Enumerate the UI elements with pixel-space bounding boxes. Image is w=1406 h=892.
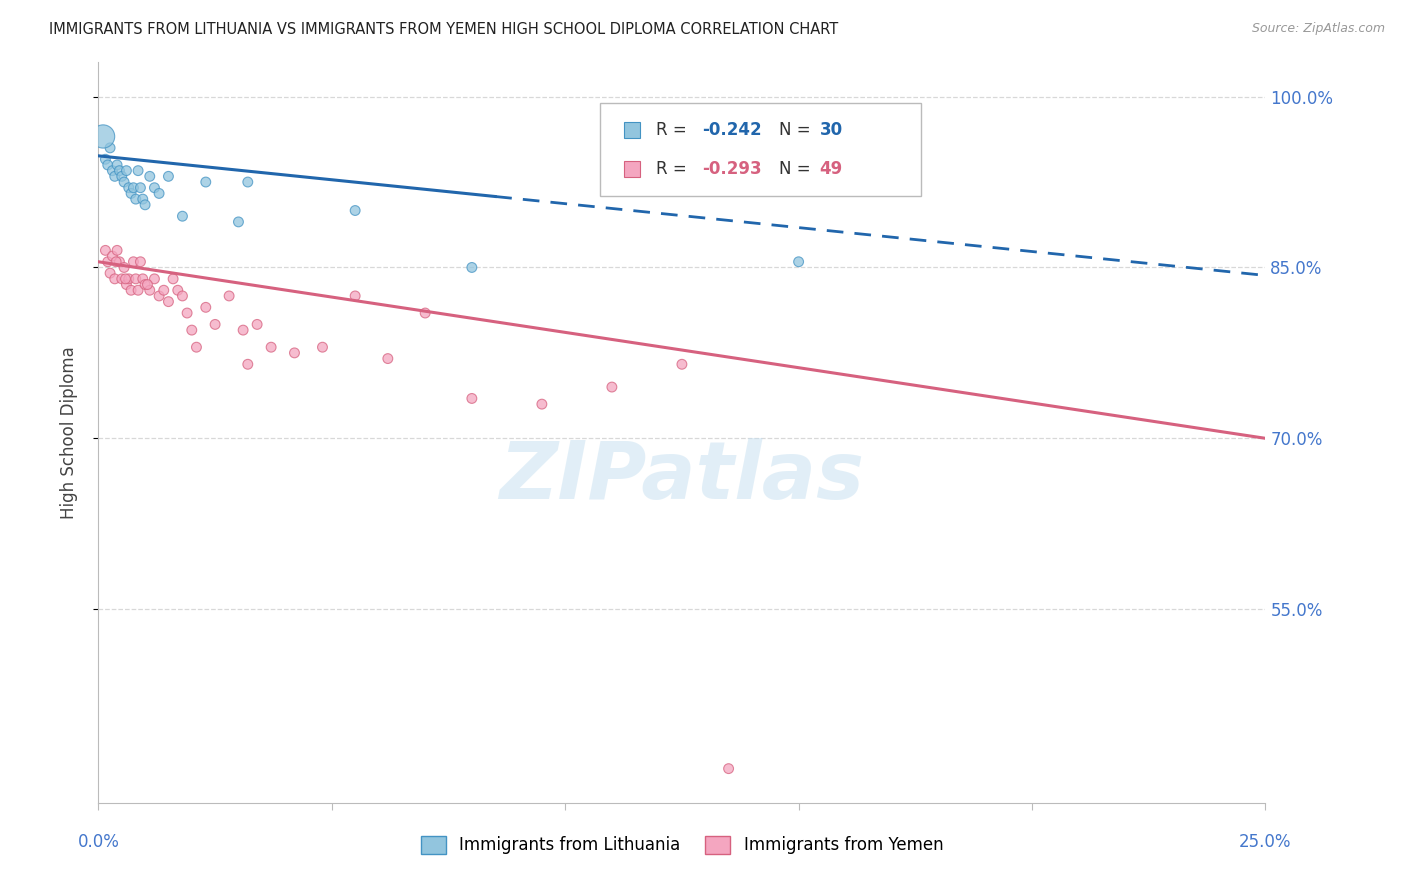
Point xyxy=(122,180,145,194)
Point xyxy=(115,163,138,178)
Point xyxy=(97,158,120,172)
Point xyxy=(717,762,740,776)
Legend: Immigrants from Lithuania, Immigrants from Yemen: Immigrants from Lithuania, Immigrants fr… xyxy=(413,829,950,861)
Point xyxy=(157,169,180,184)
Text: -0.293: -0.293 xyxy=(702,160,762,178)
Point xyxy=(98,266,121,280)
Point xyxy=(122,254,145,268)
Point xyxy=(311,340,333,354)
Point xyxy=(143,180,166,194)
Text: R =: R = xyxy=(657,120,692,139)
Point xyxy=(600,380,623,394)
Point xyxy=(115,277,138,292)
Point xyxy=(108,254,131,268)
Point xyxy=(112,260,135,275)
Point xyxy=(104,272,127,286)
FancyBboxPatch shape xyxy=(600,103,921,195)
Point xyxy=(112,175,135,189)
Point xyxy=(143,272,166,286)
Text: 30: 30 xyxy=(820,120,842,139)
Point xyxy=(157,294,180,309)
Point xyxy=(413,306,436,320)
Point xyxy=(461,260,484,275)
Text: -0.242: -0.242 xyxy=(702,120,762,139)
Text: 25.0%: 25.0% xyxy=(1239,833,1292,851)
Point xyxy=(530,397,553,411)
Point xyxy=(260,340,283,354)
Point xyxy=(172,209,194,223)
Point xyxy=(98,141,121,155)
Point xyxy=(228,215,250,229)
Point xyxy=(94,153,117,167)
Point xyxy=(787,254,810,268)
Point xyxy=(105,254,128,268)
Point xyxy=(176,306,198,320)
Point xyxy=(136,277,159,292)
Text: Source: ZipAtlas.com: Source: ZipAtlas.com xyxy=(1251,22,1385,36)
Point xyxy=(172,289,194,303)
Point xyxy=(129,180,152,194)
Point xyxy=(132,272,155,286)
Text: N =: N = xyxy=(779,120,815,139)
Point xyxy=(204,318,226,332)
Point xyxy=(377,351,399,366)
Text: 0.0%: 0.0% xyxy=(77,833,120,851)
Point xyxy=(344,203,367,218)
Point xyxy=(134,198,156,212)
Text: N =: N = xyxy=(779,160,815,178)
Point xyxy=(120,186,142,201)
Point xyxy=(180,323,202,337)
Point xyxy=(186,340,208,354)
Point xyxy=(104,169,127,184)
Point xyxy=(139,169,162,184)
Point xyxy=(114,272,136,286)
Point xyxy=(125,272,148,286)
Point xyxy=(148,186,170,201)
Point xyxy=(120,283,142,297)
Point xyxy=(91,129,114,144)
Point xyxy=(111,272,134,286)
Point xyxy=(148,289,170,303)
Point xyxy=(105,244,128,258)
Point xyxy=(134,277,156,292)
Point xyxy=(194,175,217,189)
Point xyxy=(461,392,484,406)
Text: R =: R = xyxy=(657,160,692,178)
Text: ZIPatlas: ZIPatlas xyxy=(499,438,865,516)
Point xyxy=(671,357,693,371)
Text: IMMIGRANTS FROM LITHUANIA VS IMMIGRANTS FROM YEMEN HIGH SCHOOL DIPLOMA CORRELATI: IMMIGRANTS FROM LITHUANIA VS IMMIGRANTS … xyxy=(49,22,838,37)
Point xyxy=(246,318,269,332)
Point xyxy=(105,158,128,172)
Point xyxy=(162,272,184,286)
Point xyxy=(236,175,259,189)
Point xyxy=(283,346,305,360)
Point xyxy=(129,254,152,268)
Point xyxy=(101,163,124,178)
Point xyxy=(118,180,141,194)
Point xyxy=(152,283,174,297)
Point xyxy=(97,254,120,268)
Point xyxy=(127,283,149,297)
Point xyxy=(94,244,117,258)
Point xyxy=(236,357,259,371)
Point xyxy=(232,323,254,337)
Point xyxy=(111,169,134,184)
Point xyxy=(125,192,148,206)
Text: 49: 49 xyxy=(820,160,842,178)
Point xyxy=(118,272,141,286)
Point xyxy=(194,301,217,315)
Point xyxy=(127,163,149,178)
Point xyxy=(166,283,188,297)
Point xyxy=(344,289,367,303)
Y-axis label: High School Diploma: High School Diploma xyxy=(59,346,77,519)
Point xyxy=(218,289,240,303)
Point xyxy=(101,249,124,263)
Point xyxy=(132,192,155,206)
Point xyxy=(108,163,131,178)
Point xyxy=(139,283,162,297)
